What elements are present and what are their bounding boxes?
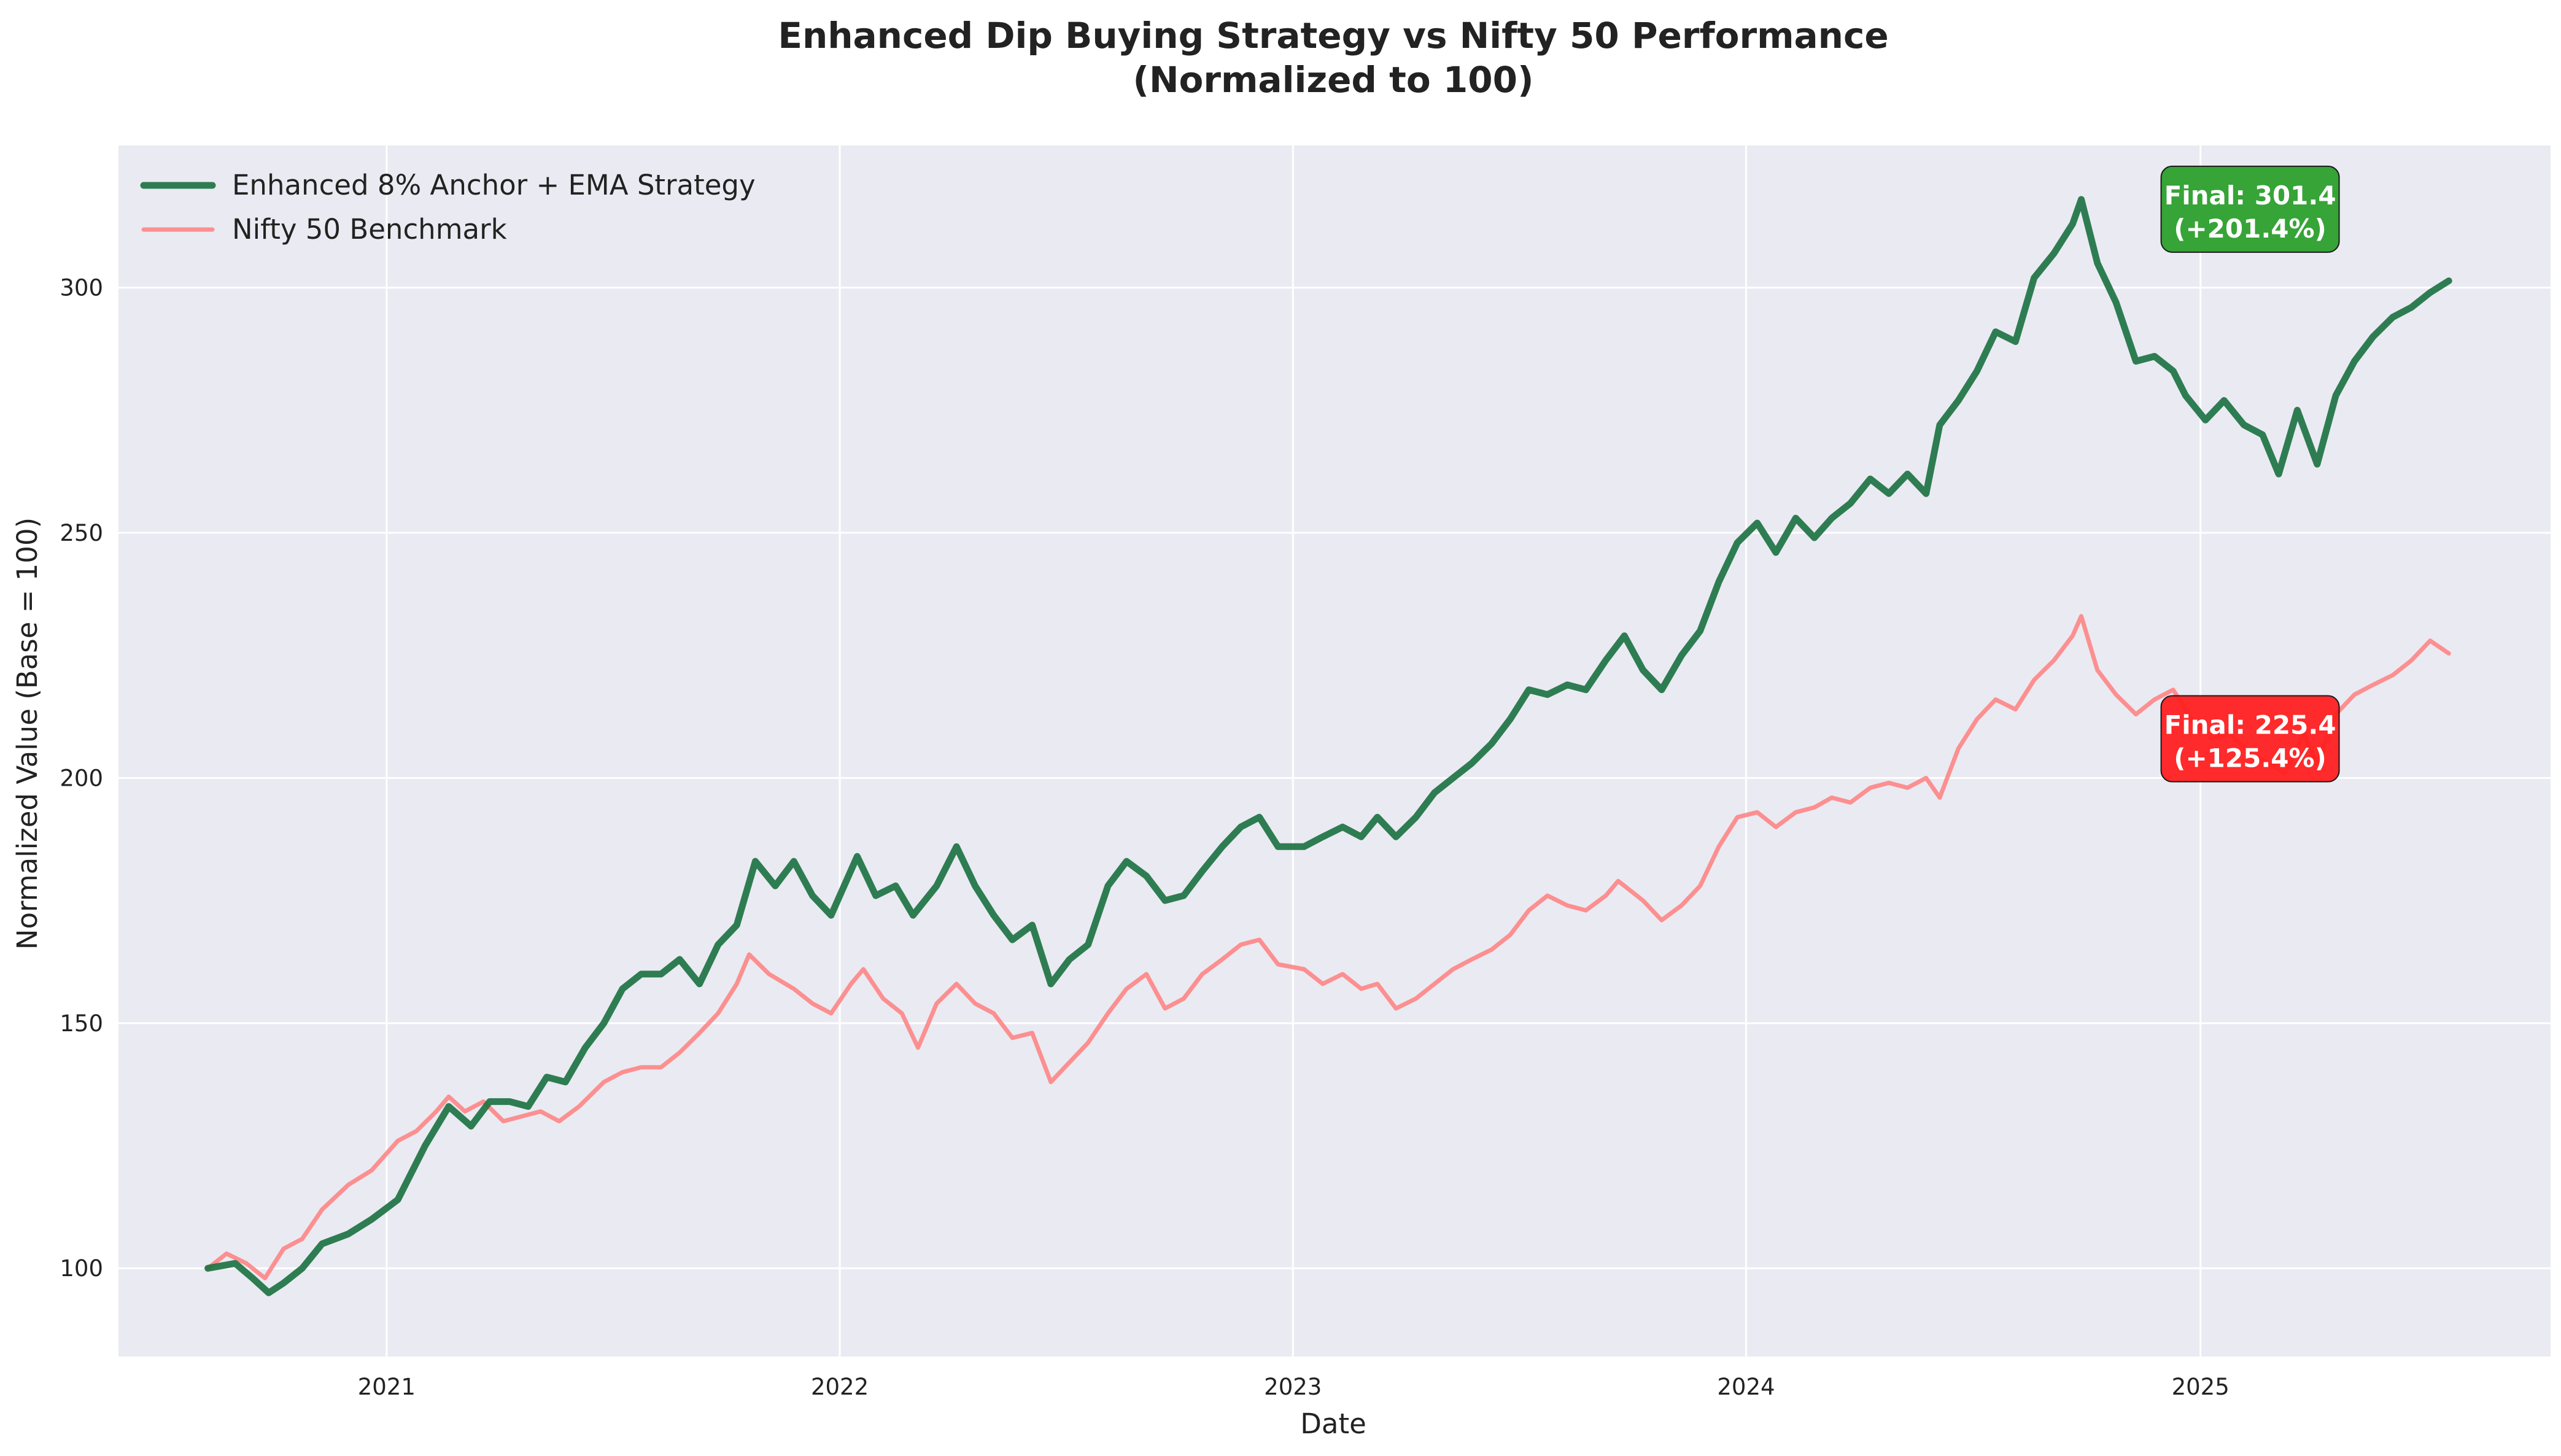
y-axis-ticks: 100 150 200 250 300 <box>60 275 103 1282</box>
chart-title: Enhanced Dip Buying Strategy vs Nifty 50… <box>778 15 1888 56</box>
chart-subtitle: (Normalized to 100) <box>1133 59 1534 101</box>
legend-entry: Enhanced 8% Anchor + EMA Strategy <box>140 169 756 201</box>
y-axis-label: Normalized Value (Base = 100) <box>11 517 44 950</box>
legend-entry: Nifty 50 Benchmark <box>141 213 507 246</box>
y-tick-label: 300 <box>60 275 103 301</box>
legend-label: Nifty 50 Benchmark <box>232 213 507 246</box>
annotation-final-return: (+201.4%) <box>2174 214 2327 244</box>
x-tick-label: 2023 <box>1264 1374 1322 1400</box>
x-axis-ticks: 2021 2022 2023 2024 2025 <box>358 1374 2230 1400</box>
annotation-box <box>2160 695 2340 783</box>
x-tick-label: 2022 <box>811 1374 869 1400</box>
y-tick-label: 250 <box>60 520 103 546</box>
y-tick-label: 150 <box>60 1010 103 1037</box>
plot-area <box>118 145 2551 1357</box>
legend: Enhanced 8% Anchor + EMA Strategy Nifty 5… <box>140 169 756 246</box>
benchmark-line <box>206 614 2451 1280</box>
grid-lines <box>118 145 2551 1357</box>
x-tick-label: 2025 <box>2172 1374 2230 1400</box>
y-tick-label: 100 <box>60 1255 103 1282</box>
final-value-annotation: Final: 225.4(+125.4%) <box>2160 695 2340 783</box>
legend-label: Enhanced 8% Anchor + EMA Strategy <box>232 169 756 201</box>
annotation-final-return: (+125.4%) <box>2174 743 2327 773</box>
series-lines <box>204 196 2452 1296</box>
x-tick-label: 2021 <box>358 1374 416 1400</box>
annotation-final-value: Final: 301.4 <box>2164 180 2336 211</box>
x-axis-label: Date <box>1300 1408 1366 1440</box>
y-tick-label: 200 <box>60 765 103 791</box>
strategy-line <box>204 196 2452 1296</box>
annotation-box <box>2160 165 2340 253</box>
final-value-annotation: Final: 301.4(+201.4%) <box>2160 165 2340 253</box>
x-tick-label: 2024 <box>1717 1374 1775 1400</box>
annotation-final-value: Final: 225.4 <box>2164 710 2336 740</box>
final-value-annotations: Final: 301.4(+201.4%) Final: 225.4(+125.4… <box>2160 165 2340 783</box>
